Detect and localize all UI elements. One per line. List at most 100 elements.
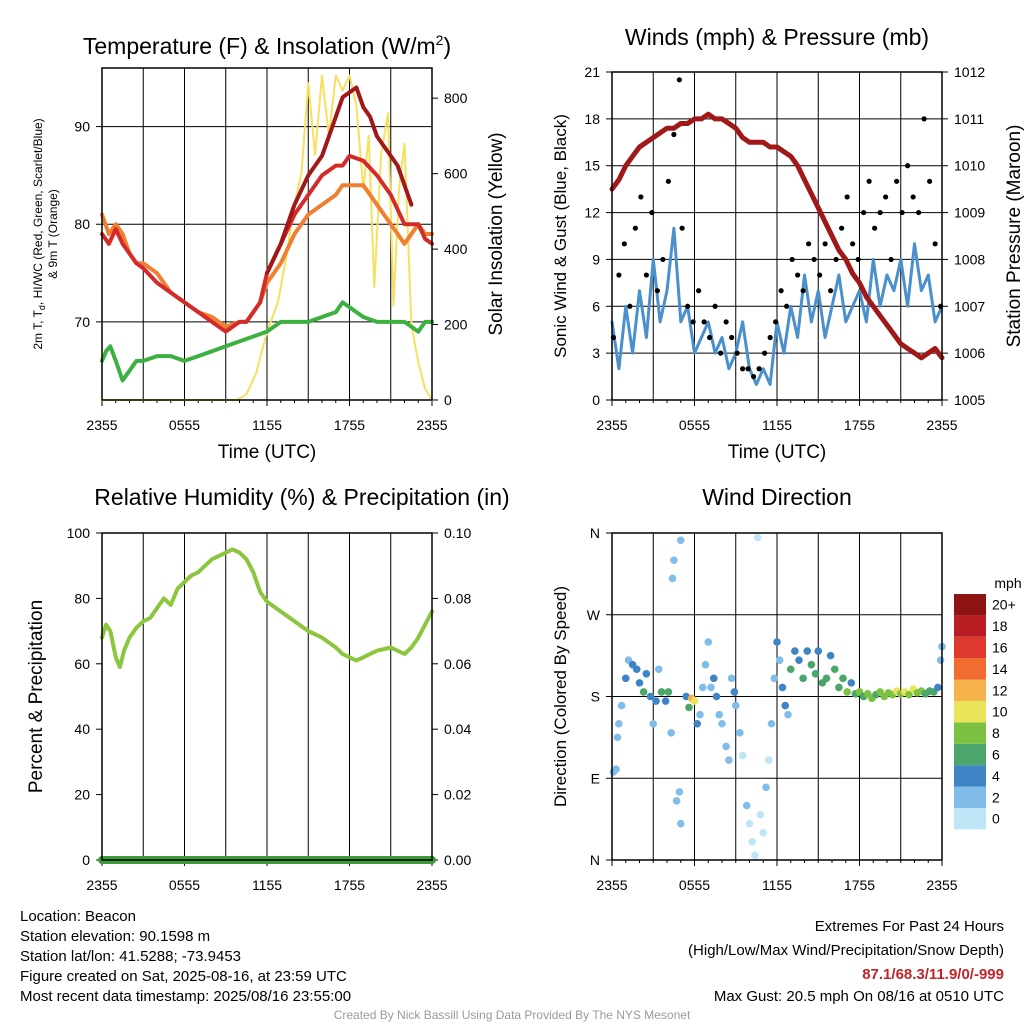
- gust-point: [616, 272, 622, 278]
- y-right-tick-label: 1008: [954, 251, 985, 267]
- direction-point: [707, 683, 715, 692]
- chart-title: Winds (mph) & Pressure (mb): [625, 24, 929, 50]
- x-tick-label: 1155: [762, 417, 792, 433]
- y-right-tick-label: 1011: [954, 111, 984, 127]
- gust-point: [723, 319, 729, 325]
- y-right-tick-label: 1010: [954, 158, 985, 174]
- legend-swatch: [954, 722, 986, 744]
- x-axis-label: Time (UTC): [728, 442, 827, 463]
- y-tick-label: 60: [74, 656, 90, 672]
- y-tick-label: 80: [74, 216, 90, 232]
- x-tick-label: 1755: [334, 417, 365, 433]
- gust-point: [839, 225, 845, 231]
- direction-point: [762, 783, 770, 792]
- gust-point: [778, 288, 784, 294]
- legend-label: 12: [992, 682, 1008, 698]
- legend-label: 16: [992, 640, 1008, 656]
- x-tick-label: 1755: [844, 417, 875, 433]
- y-tick-label: 18: [584, 111, 600, 127]
- humidity-precip-chart: 2355 0555 1155 1755 2355 0 20 40 60 80 100 0.00 0.02…: [26, 484, 510, 893]
- x-tick-label: 1755: [334, 877, 365, 893]
- y-axis-label: Direction (Colored By Speed): [551, 586, 570, 807]
- x-tick-label: 1155: [252, 877, 282, 893]
- gust-point: [676, 77, 682, 83]
- gust-point: [734, 350, 740, 356]
- gust-point: [756, 366, 762, 372]
- y-right-tick-label: 0.04: [444, 721, 471, 737]
- direction-point: [676, 536, 685, 545]
- max-gust-text: Max Gust: 20.5 mph On 08/16 at 0510 UTC: [713, 988, 1004, 1005]
- direction-point: [814, 647, 823, 655]
- legend-swatch: [954, 615, 986, 637]
- y-right-tick-label: 800: [444, 90, 468, 106]
- gust-point: [621, 241, 627, 247]
- gust-point: [660, 256, 666, 263]
- chart-title: Wind Direction: [702, 484, 852, 510]
- direction-point: [822, 674, 831, 683]
- direction-point: [612, 765, 620, 773]
- y-tick-label: 90: [74, 119, 90, 135]
- legend-swatch: [954, 701, 986, 723]
- direction-point: [767, 719, 776, 728]
- y-tick-label: 100: [67, 525, 91, 541]
- gust-point: [696, 288, 702, 294]
- direction-point: [727, 674, 736, 683]
- direction-point: [672, 797, 681, 805]
- direction-point: [847, 679, 856, 687]
- gust-point: [806, 241, 812, 247]
- gust-point: [740, 366, 746, 372]
- gust-point: [932, 241, 938, 247]
- direction-point: [709, 674, 718, 683]
- gust-point: [872, 225, 878, 231]
- plot-border: [611, 71, 943, 401]
- legend-swatch: [954, 594, 986, 616]
- legend-label: 0: [992, 811, 1000, 827]
- y-tick-label: 12: [584, 205, 600, 221]
- y-label-subscript: d: [37, 305, 47, 310]
- direction-point: [621, 674, 630, 683]
- gust-point: [828, 288, 834, 294]
- gust-point: [921, 116, 927, 122]
- extremes-values: 87.1/68.3/11.9/0/-999: [862, 966, 1004, 983]
- y-axis-label-line2: & 9m T (Orange): [46, 189, 60, 279]
- direction-point: [668, 574, 677, 583]
- y-right-axis-label: Station Pressure (Maroon): [1004, 125, 1024, 348]
- direction-point: [649, 719, 658, 728]
- legend-swatch: [954, 743, 986, 766]
- gust-point: [883, 194, 889, 200]
- legend-label: 14: [992, 661, 1008, 677]
- y-right-tick-label: 0.06: [444, 656, 471, 672]
- direction-point: [642, 669, 651, 678]
- x-axis-label: Time (UTC): [218, 442, 317, 463]
- direction-point: [657, 688, 666, 696]
- legend-label: 6: [992, 747, 1000, 763]
- legend-label: 4: [992, 768, 1000, 784]
- y-tick-label: 80: [74, 590, 90, 606]
- y-label-part: , HI/WC (Red, Green, Scarlet/Blue): [31, 118, 45, 305]
- gust-point: [811, 256, 817, 263]
- direction-point: [742, 801, 751, 810]
- direction-point: [934, 683, 942, 692]
- x-tick-label: 2355: [596, 417, 627, 433]
- temperature-chart: 2355 0555 1155 1755 2355 70 80 90 0 200 400 600 800 T…: [31, 32, 507, 463]
- direction-point: [738, 751, 747, 760]
- y-right-tick-label: 1012: [954, 64, 985, 80]
- gust-point: [701, 319, 707, 325]
- x-tick-label: 0555: [679, 877, 710, 893]
- direction-point: [718, 719, 726, 728]
- direction-point: [839, 674, 847, 683]
- direction-point: [807, 660, 816, 669]
- recent-data-text: Most recent data timestamp: 2025/08/16 2…: [20, 988, 352, 1005]
- gust-point: [627, 303, 633, 309]
- gust-point: [638, 194, 644, 200]
- gust-point: [751, 373, 757, 380]
- gust-point: [800, 288, 806, 294]
- direction-point: [795, 656, 803, 664]
- direction-point: [764, 756, 773, 764]
- direction-point: [664, 688, 673, 696]
- legend-label: 2: [992, 789, 1000, 805]
- y-tick-label: 70: [74, 314, 90, 330]
- gust-point: [905, 163, 911, 169]
- y-axis-label-line1: 2m T, Td, HI/WC (Red, Green, Scarlet/Blu…: [31, 118, 47, 349]
